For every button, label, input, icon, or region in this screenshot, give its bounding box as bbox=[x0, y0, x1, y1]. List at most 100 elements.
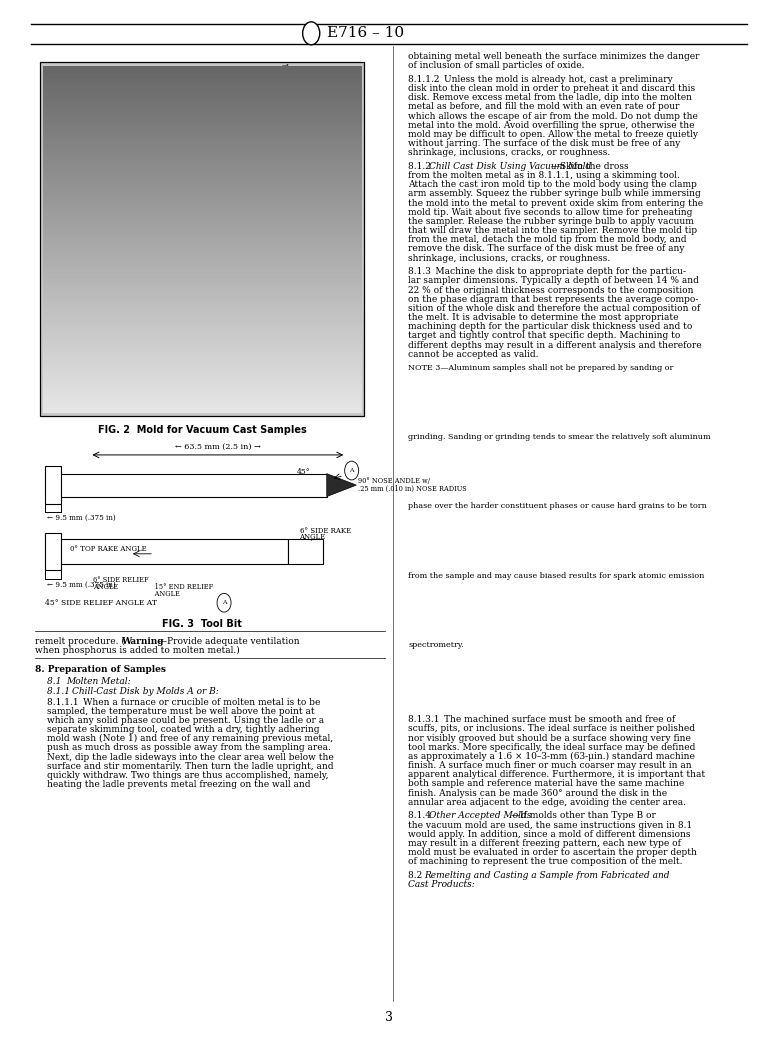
Text: would apply. In addition, since a mold of different dimensions: would apply. In addition, since a mold o… bbox=[408, 830, 691, 839]
Text: scuffs, pits, or inclusions. The ideal surface is neither polished: scuffs, pits, or inclusions. The ideal s… bbox=[408, 725, 696, 734]
Text: annular area adjacent to the edge, avoiding the center area.: annular area adjacent to the edge, avoid… bbox=[408, 797, 686, 807]
Text: spectrometry.: spectrometry. bbox=[408, 641, 464, 650]
Text: finish. A surface much finer or much coarser may result in an: finish. A surface much finer or much coa… bbox=[408, 761, 692, 770]
Text: target and tightly control that specific depth. Machining to: target and tightly control that specific… bbox=[408, 331, 681, 340]
Text: ← 63.5 mm (2.5 in) →: ← 63.5 mm (2.5 in) → bbox=[175, 442, 261, 451]
Text: —If molds other than Type B or: —If molds other than Type B or bbox=[511, 812, 656, 820]
Text: 90° NOSE ANDLE w/: 90° NOSE ANDLE w/ bbox=[358, 477, 430, 485]
Text: NOTE 3—Aluminum samples shall not be prepared by sanding or: NOTE 3—Aluminum samples shall not be pre… bbox=[408, 363, 674, 372]
Text: E716 – 10: E716 – 10 bbox=[327, 26, 404, 41]
Text: Remelting and Casting a Sample from Fabricated and: Remelting and Casting a Sample from Fabr… bbox=[424, 871, 670, 880]
Text: mold must be evaluated in order to ascertain the proper depth: mold must be evaluated in order to ascer… bbox=[408, 848, 697, 857]
Text: metal into the mold. Avoid overfilling the sprue, otherwise the: metal into the mold. Avoid overfilling t… bbox=[408, 121, 695, 130]
Text: remelt procedure. (: remelt procedure. ( bbox=[35, 637, 125, 646]
Text: A: A bbox=[349, 468, 354, 473]
Text: from the metal, detach the mold tip from the mold body, and: from the metal, detach the mold tip from… bbox=[408, 235, 687, 245]
Text: ← 9.5 mm (.375 in): ← 9.5 mm (.375 in) bbox=[47, 514, 115, 523]
Text: 8.1: 8.1 bbox=[47, 678, 67, 686]
Text: 3: 3 bbox=[385, 1011, 393, 1023]
Text: different depths may result in a different analysis and therefore: different depths may result in a differe… bbox=[408, 340, 702, 350]
Text: ANGLE: ANGLE bbox=[300, 533, 326, 541]
Text: Warning: Warning bbox=[121, 637, 163, 646]
Text: 6° SIDE RELIEF: 6° SIDE RELIEF bbox=[93, 576, 149, 584]
Text: the mold into the metal to prevent oxide skim from entering the: the mold into the metal to prevent oxide… bbox=[408, 199, 703, 207]
Text: the vacuum mold are used, the same instructions given in 8.1: the vacuum mold are used, the same instr… bbox=[408, 820, 692, 830]
Text: quickly withdraw. Two things are thus accomplished, namely,: quickly withdraw. Two things are thus ac… bbox=[47, 770, 328, 780]
Text: separate skimming tool, coated with a dry, tightly adhering: separate skimming tool, coated with a dr… bbox=[47, 725, 319, 734]
Text: push as much dross as possible away from the sampling area.: push as much dross as possible away from… bbox=[47, 743, 331, 753]
Text: 8. Preparation of Samples: 8. Preparation of Samples bbox=[35, 665, 166, 675]
Text: cannot be accepted as valid.: cannot be accepted as valid. bbox=[408, 350, 539, 359]
Text: Molten Metal:: Molten Metal: bbox=[66, 678, 131, 686]
Text: .25 mm (.010 in) NOSE RADIUS: .25 mm (.010 in) NOSE RADIUS bbox=[358, 485, 467, 493]
Text: 8.1.4: 8.1.4 bbox=[408, 812, 437, 820]
Text: both sample and reference material have the same machine: both sample and reference material have … bbox=[408, 780, 685, 788]
Text: 45° SIDE RELIEF ANGLE AT: 45° SIDE RELIEF ANGLE AT bbox=[45, 599, 159, 607]
Text: ANGLE: ANGLE bbox=[93, 583, 118, 591]
Text: FIG. 3  Tool Bit: FIG. 3 Tool Bit bbox=[163, 619, 242, 630]
Text: tool marks. More specifically, the ideal surface may be defined: tool marks. More specifically, the ideal… bbox=[408, 743, 696, 752]
Text: 8.1.1.2 Unless the mold is already hot, cast a preliminary: 8.1.1.2 Unless the mold is already hot, … bbox=[408, 75, 673, 84]
Text: Next, dip the ladle sideways into the clear area well below the: Next, dip the ladle sideways into the cl… bbox=[47, 753, 334, 762]
Text: 15° END RELIEF: 15° END RELIEF bbox=[144, 583, 213, 591]
Text: that will draw the metal into the sampler. Remove the mold tip: that will draw the metal into the sample… bbox=[408, 226, 698, 235]
Text: FIG. 2  Mold for Vacuum Cast Samples: FIG. 2 Mold for Vacuum Cast Samples bbox=[98, 425, 307, 435]
Text: sampled, the temperature must be well above the point at: sampled, the temperature must be well ab… bbox=[47, 707, 314, 716]
Text: phase over the harder constituent phases or cause hard grains to be torn: phase over the harder constituent phases… bbox=[408, 503, 707, 510]
Text: the melt. It is advisable to determine the most appropriate: the melt. It is advisable to determine t… bbox=[408, 313, 679, 322]
Text: Composite
Mold Insert: Composite Mold Insert bbox=[45, 137, 176, 154]
Text: mold wash (Note 1) and free of any remaining previous metal,: mold wash (Note 1) and free of any remai… bbox=[47, 734, 333, 743]
Text: without jarring. The surface of the disk must be free of any: without jarring. The surface of the disk… bbox=[408, 139, 681, 148]
Bar bbox=[40, 62, 364, 416]
Circle shape bbox=[217, 593, 231, 612]
Circle shape bbox=[345, 461, 359, 480]
Text: 8.1.3.1 The machined surface must be smooth and free of: 8.1.3.1 The machined surface must be smo… bbox=[408, 715, 675, 725]
Text: the sampler. Release the rubber syringe bulb to apply vacuum: the sampler. Release the rubber syringe … bbox=[408, 217, 694, 226]
Text: 6° SIDE RAKE: 6° SIDE RAKE bbox=[300, 527, 351, 535]
Text: mold may be difficult to open. Allow the metal to freeze quietly: mold may be difficult to open. Allow the… bbox=[408, 130, 699, 138]
Polygon shape bbox=[288, 539, 323, 564]
Text: Other Accepted Molds: Other Accepted Molds bbox=[429, 812, 532, 820]
Text: of machining to represent the true composition of the melt.: of machining to represent the true compo… bbox=[408, 858, 683, 866]
Text: obtaining metal well beneath the surface minimizes the danger: obtaining metal well beneath the surface… bbox=[408, 52, 700, 61]
Circle shape bbox=[303, 22, 320, 45]
Text: which allows the escape of air from the mold. Do not dump the: which allows the escape of air from the … bbox=[408, 111, 699, 121]
Text: grinding. Sanding or grinding tends to smear the relatively soft aluminum: grinding. Sanding or grinding tends to s… bbox=[408, 433, 711, 441]
Text: Clamp
Arm: Clamp Arm bbox=[45, 75, 156, 92]
Bar bbox=[45, 533, 61, 570]
Bar bbox=[58, 474, 327, 497]
Text: Chill-Cast Disk by Molds A or B:: Chill-Cast Disk by Molds A or B: bbox=[72, 687, 219, 696]
Text: disk. Remove excess metal from the ladle, dip into the molten: disk. Remove excess metal from the ladle… bbox=[408, 94, 692, 102]
Polygon shape bbox=[327, 474, 356, 497]
Text: mold tip. Wait about five seconds to allow time for preheating: mold tip. Wait about five seconds to all… bbox=[408, 208, 693, 217]
Text: 8.1.1.1 When a furnace or crucible of molten metal is to be: 8.1.1.1 When a furnace or crucible of mo… bbox=[47, 697, 320, 707]
Text: shrinkage, inclusions, cracks, or roughness.: shrinkage, inclusions, cracks, or roughn… bbox=[408, 148, 611, 157]
Text: apparent analytical difference. Furthermore, it is important that: apparent analytical difference. Furtherm… bbox=[408, 770, 706, 780]
Text: Clamp
Handle: Clamp Handle bbox=[280, 65, 310, 90]
Text: 8.1.2: 8.1.2 bbox=[408, 162, 437, 171]
Text: Sample: Sample bbox=[64, 178, 152, 186]
Text: surface and stir momentarily. Then turn the ladle upright, and: surface and stir momentarily. Then turn … bbox=[47, 762, 333, 770]
Text: A: A bbox=[222, 601, 226, 605]
Text: Retaining
Screw: Retaining Screw bbox=[283, 143, 344, 159]
Text: as approximately a 1.6 × 10–3-mm (63-μin.) standard machine: as approximately a 1.6 × 10–3-mm (63-μin… bbox=[408, 752, 696, 761]
Text: ← 9.5 mm (.375 in): ← 9.5 mm (.375 in) bbox=[47, 581, 115, 589]
Bar bbox=[45, 466, 61, 504]
Text: shrinkage, inclusions, cracks, or roughness.: shrinkage, inclusions, cracks, or roughn… bbox=[408, 254, 611, 262]
Text: ANGLE: ANGLE bbox=[144, 590, 180, 599]
Text: lar sampler dimensions. Typically a depth of between 14 % and: lar sampler dimensions. Typically a dept… bbox=[408, 277, 699, 285]
Text: 22 % of the original thickness corresponds to the composition: 22 % of the original thickness correspon… bbox=[408, 285, 694, 295]
Text: disk into the clean mold in order to preheat it and discard this: disk into the clean mold in order to pre… bbox=[408, 84, 696, 93]
Text: Mold
Body: Mold Body bbox=[45, 115, 152, 131]
Text: which any solid phase could be present. Using the ladle or a: which any solid phase could be present. … bbox=[47, 716, 324, 725]
Text: Mold
Tip: Mold Tip bbox=[256, 223, 302, 239]
Text: may result in a different freezing pattern, each new type of: may result in a different freezing patte… bbox=[408, 839, 682, 848]
Text: 0° TOP RAKE ANGLE: 0° TOP RAKE ANGLE bbox=[70, 544, 146, 553]
Text: ASTM: ASTM bbox=[304, 31, 318, 35]
Text: Chill Cast Disk Using Vacuum Mold: Chill Cast Disk Using Vacuum Mold bbox=[429, 162, 592, 171]
Text: nor visibly grooved but should be a surface showing very fine: nor visibly grooved but should be a surf… bbox=[408, 734, 692, 742]
Text: 8.2: 8.2 bbox=[408, 871, 429, 880]
Text: —Provide adequate ventilation: —Provide adequate ventilation bbox=[158, 637, 300, 646]
Text: on the phase diagram that best represents the average compo-: on the phase diagram that best represent… bbox=[408, 295, 699, 304]
Text: from the molten metal as in 8.1.1.1, using a skimming tool.: from the molten metal as in 8.1.1.1, usi… bbox=[408, 171, 680, 180]
